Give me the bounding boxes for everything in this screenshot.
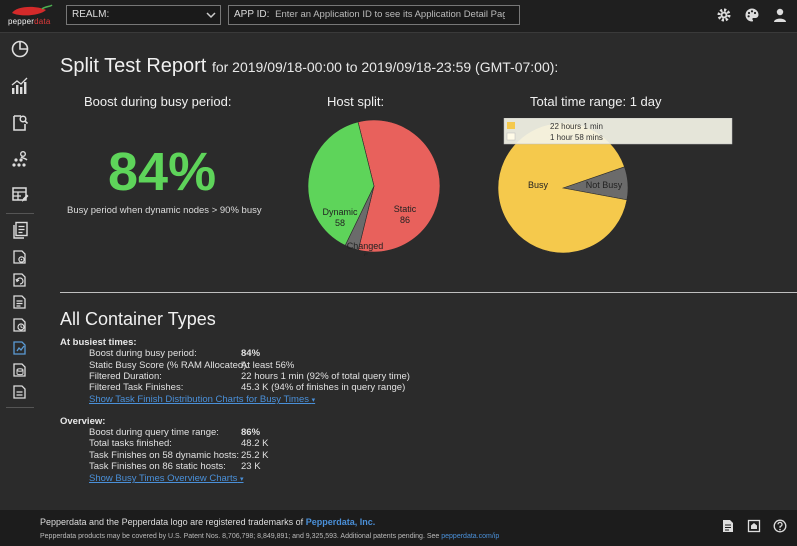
legend-busy: 22 hours 1 min: [550, 122, 603, 131]
busiest-heading: At busiest times:: [60, 337, 137, 348]
busiest-row: Filtered Task Finishes: 45.3 K (94% of fi…: [89, 382, 406, 393]
host-split-title: Host split:: [327, 94, 385, 109]
main-content: Split Test Report for 2019/09/18-00:00 t…: [60, 33, 797, 510]
legend-box: [503, 118, 733, 145]
logo-text: pepperdata: [8, 17, 51, 26]
legend-swatch-not-busy: [506, 132, 516, 141]
container-section-title: All Container Types: [60, 309, 216, 329]
busy-times-charts-link[interactable]: Show Task Finish Distribution Charts for…: [89, 394, 316, 405]
page-db-icon[interactable]: [10, 360, 30, 380]
busiest-row: Static Busy Score (% RAM Allocated): At l…: [89, 360, 295, 371]
sidebar: [0, 33, 40, 510]
page-list-icon[interactable]: [10, 292, 30, 312]
chevron-down-icon: [206, 6, 216, 31]
changed-value: 5: [363, 252, 368, 256]
host-split-chart[interactable]: Dynamic 58 Static 86 Changed 5: [304, 116, 444, 256]
page-active-icon[interactable]: [10, 338, 30, 358]
trademark-text: Pepperdata and the Pepperdata logo are r…: [40, 517, 376, 527]
pepper-icon: [12, 4, 53, 16]
page-report-icon[interactable]: [10, 382, 30, 402]
pepperdata-logo[interactable]: pepperdata: [6, 4, 54, 28]
app-id-label: APP ID:: [234, 9, 270, 20]
legend-not-busy: 1 hour 58 mins: [550, 133, 603, 142]
static-label: Static: [394, 204, 417, 214]
chevron-down-icon: ▾: [240, 476, 244, 483]
pages-icon[interactable]: [10, 220, 30, 240]
bar-chart-icon[interactable]: [10, 76, 30, 96]
boost-caption: Busy period when dynamic nodes > 90% bus…: [67, 205, 262, 216]
overview-charts-link[interactable]: Show Busy Times Overview Charts ▾: [89, 473, 244, 484]
realm-select[interactable]: REALM:: [66, 5, 221, 25]
boost-value: 84%: [108, 142, 217, 202]
dynamic-value: 58: [335, 218, 345, 228]
table-edit-icon[interactable]: [10, 185, 30, 205]
chevron-down-icon: ▾: [311, 397, 316, 404]
boost-panel-title: Boost during busy period:: [84, 94, 232, 109]
app-id-input[interactable]: [275, 9, 506, 20]
busiest-row: Boost during busy period: 84%: [89, 348, 261, 359]
changed-label: Changed: [347, 241, 384, 251]
patents-link[interactable]: pepperdata.com/ip: [441, 533, 500, 540]
section-divider: [60, 292, 797, 293]
overview-row: Boost during query time range: 86%: [89, 427, 261, 438]
document-search-icon[interactable]: [10, 113, 30, 133]
legend-swatch-busy: [507, 122, 515, 129]
busy-label: Busy: [528, 180, 549, 190]
patent-text: Pepperdata products may be covered by U.…: [40, 533, 500, 540]
document-icon[interactable]: [721, 519, 735, 533]
help-icon[interactable]: [773, 519, 787, 533]
overview-row: Task Finishes on 86 static hosts: 23 K: [89, 461, 261, 472]
pie-chart-icon[interactable]: [10, 39, 30, 59]
page-gear-icon[interactable]: [10, 247, 30, 267]
overview-heading: Overview:: [60, 416, 106, 427]
busiest-row: Filtered Duration: 22 hours 1 min (92% of…: [89, 371, 410, 382]
gear-icon[interactable]: [715, 6, 733, 24]
page-subtitle: for 2019/09/18-00:00 to 2019/09/18-23:59…: [211, 59, 559, 75]
dynamic-label: Dynamic: [322, 207, 358, 217]
overview-row: Task Finishes on 58 dynamic hosts: 25.2 K: [89, 450, 269, 461]
page-clock-icon[interactable]: [10, 315, 30, 335]
pie-slice-dynamic[interactable]: [307, 121, 375, 246]
palette-icon[interactable]: [743, 6, 761, 24]
overview-row: Total tasks finished: 48.2 K: [89, 438, 269, 449]
network-icon[interactable]: [10, 149, 30, 169]
footer: Pepperdata and the Pepperdata logo are r…: [0, 510, 797, 546]
static-value: 86: [400, 215, 410, 225]
app-id-field[interactable]: APP ID:: [228, 5, 520, 25]
page-title: Split Test Report for 2019/09/18-00:00 t…: [60, 55, 559, 77]
top-bar: pepperdata REALM: APP ID:: [0, 0, 797, 33]
not-busy-label: Not Busy: [586, 180, 623, 190]
pepperdata-link[interactable]: Pepperdata, Inc.: [305, 517, 376, 527]
realm-label: REALM:: [72, 9, 110, 20]
user-icon[interactable]: [771, 6, 789, 24]
pie-slice-static[interactable]: [357, 119, 441, 253]
time-range-chart[interactable]: Busy Not Busy 22 hours 1 min 1 hour 58 m…: [490, 118, 740, 258]
time-range-title: Total time range: 1 day: [530, 94, 662, 109]
page-refresh-icon[interactable]: [10, 270, 30, 290]
home-icon[interactable]: [747, 519, 761, 533]
